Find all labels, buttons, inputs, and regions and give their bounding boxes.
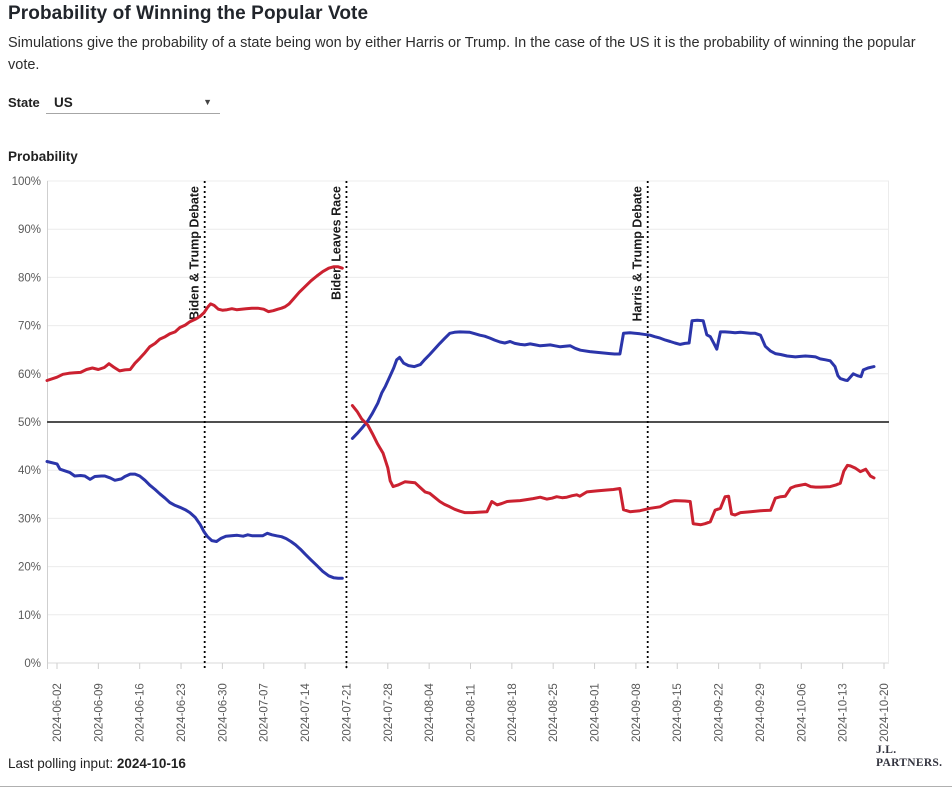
x-tick-label: 2024-09-01 xyxy=(590,683,602,742)
logo-line2: PARTNERS. xyxy=(876,757,943,769)
y-tick-label: 10% xyxy=(18,610,41,622)
x-tick-label: 2024-07-07 xyxy=(259,683,271,742)
x-tick-label: 2024-07-14 xyxy=(300,683,312,742)
x-tick-label: 2024-09-22 xyxy=(714,683,726,742)
y-tick-label: 30% xyxy=(18,513,41,525)
x-tick-label: 2024-06-23 xyxy=(176,683,188,742)
chevron-down-icon: ▼ xyxy=(203,97,212,107)
y-tick-label: 50% xyxy=(18,417,41,429)
series-line-harris xyxy=(350,318,876,440)
state-label: State xyxy=(8,95,40,110)
series-line-harris xyxy=(45,460,344,580)
bottom-border xyxy=(0,786,952,787)
y-tick-label: 90% xyxy=(18,224,41,236)
y-tick-label: 100% xyxy=(12,176,41,188)
last-polling-label: Last polling input: xyxy=(8,756,117,771)
y-tick-label: 70% xyxy=(18,321,41,333)
jl-partners-logo: J.L. PARTNERS. xyxy=(876,744,942,770)
x-tick-label: 2024-09-15 xyxy=(672,683,684,742)
y-tick-label: 80% xyxy=(18,272,41,284)
event-label: Biden Leaves Race xyxy=(329,186,343,300)
y-tick-label: 0% xyxy=(24,658,41,670)
state-dropdown[interactable]: US ▼ xyxy=(46,94,220,114)
x-tick-label: 2024-10-13 xyxy=(838,683,850,742)
y-tick-label: 40% xyxy=(18,465,41,477)
x-tick-label: 2024-08-04 xyxy=(424,683,436,742)
x-tick-label: 2024-08-11 xyxy=(465,684,477,742)
dropdown-underline xyxy=(46,113,220,114)
x-tick-label: 2024-07-28 xyxy=(383,683,395,742)
logo-line1: J.L. xyxy=(876,744,897,756)
x-tick-label: 2024-06-30 xyxy=(217,683,229,742)
series-line-trump xyxy=(350,404,876,527)
last-polling-date: 2024-10-16 xyxy=(116,756,186,771)
event-label: Harris & Trump Debate xyxy=(631,186,645,322)
page-subtitle: Simulations give the probability of a st… xyxy=(8,35,916,73)
x-tick-label: 2024-10-06 xyxy=(796,683,808,742)
event-label: Biden & Trump Debate xyxy=(188,186,202,320)
state-dropdown-value: US xyxy=(54,95,73,110)
x-tick-label: 2024-07-21 xyxy=(341,683,353,742)
x-tick-label: 2024-09-08 xyxy=(631,683,643,742)
x-tick-label: 2024-06-09 xyxy=(93,683,105,742)
x-tick-label: 2024-08-25 xyxy=(548,683,560,742)
x-tick-label: 2024-06-16 xyxy=(135,683,147,742)
x-tick-label: 2024-08-18 xyxy=(507,683,519,742)
last-polling-note: Last polling input: 2024-10-16 xyxy=(8,756,186,771)
series-line-trump xyxy=(45,265,344,382)
x-tick-label: 2024-10-20 xyxy=(879,683,891,742)
x-tick-label: 2024-09-29 xyxy=(755,683,767,742)
y-axis-title: Probability xyxy=(8,149,78,164)
x-tick-label: 2024-06-02 xyxy=(52,683,64,742)
page-title: Probability of Winning the Popular Vote xyxy=(8,3,369,24)
y-tick-label: 20% xyxy=(18,562,41,574)
y-tick-label: 60% xyxy=(18,369,41,381)
